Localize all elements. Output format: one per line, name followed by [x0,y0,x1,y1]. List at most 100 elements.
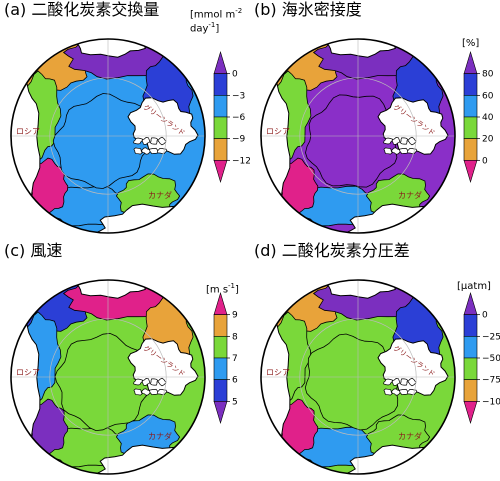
island [133,147,143,155]
map-border [260,38,456,234]
colorbar-tick-label: 0 [482,311,488,321]
colorbar-tick-label: 20 [482,135,494,145]
colorbar-segment [213,73,228,96]
colorbar-segment [213,336,228,359]
island [391,378,401,386]
island [399,378,409,386]
island [157,388,167,396]
colorbar-tick-label: 0 [232,70,238,80]
colorbar-segment [463,336,478,359]
map-border [10,279,206,475]
island [141,137,151,145]
island [140,388,152,396]
island [390,388,402,396]
colorbar-tick-label: 80 [482,70,494,80]
colorbar-tick-label: 5 [232,397,238,407]
island [157,147,167,155]
colorbar-segment [463,357,478,380]
central-basin [54,332,152,432]
central-basin [305,94,401,188]
label-russia: ロシア [16,368,40,377]
colorbar-segment [463,73,478,96]
colorbar-tick-label: 40 [482,113,494,123]
panel-b: (b) 海氷密接度 [%] ロシア カナダ グリーンランド 80 60 40 20 0 [250,0,500,240]
central-basin [304,333,402,431]
panel-a: (a) 二酸化炭素交換量 [mmol m-2 day-1] ロシア カナダ グリーン… [0,0,250,240]
island [141,378,151,386]
colorbar-segment [463,116,478,139]
island [407,147,417,155]
panel-c-unit: [m s-1] [206,282,239,296]
colorbar-segment [213,357,228,380]
colorbar-segment [213,314,228,337]
island [149,147,159,155]
ocean-field [11,39,205,233]
colorbar-tick-label: −6 [232,113,246,123]
pacific-land [321,39,405,58]
colorbar-tick-label: 8 [232,332,238,342]
colorbar-tick-label: −12 [232,156,250,166]
colorbar-segment [463,50,478,74]
pacific-land [321,280,405,299]
map-border [10,38,206,234]
island [407,388,417,396]
island [399,137,409,145]
island [157,377,167,387]
island [149,388,159,396]
colorbar-segment [213,116,228,139]
panel-c: (c) 風速 [m s-1] ロシア カナダ グリーンランド 9 8 7 6 5 [0,241,250,481]
colorbar-segment [213,138,228,161]
island [383,378,393,386]
island [133,388,143,396]
panel-a-title: (a) 二酸化炭素交換量 [4,0,160,19]
colorbar-segment [213,401,228,425]
island [149,378,159,386]
colorbar-segment [463,314,478,337]
label-russia: ロシア [266,368,290,377]
island [383,388,393,396]
colorbar-segment [213,379,228,402]
island [399,388,409,396]
colorbar-segment [213,95,228,118]
colorbar-segment [463,401,478,425]
island [390,147,402,155]
colorbar-segment [463,95,478,118]
colorbar-segment [213,291,228,315]
island [383,137,393,145]
colorbar-tick-label: 6 [232,376,238,386]
island [140,147,152,155]
island [383,147,393,155]
pacific-land [71,39,155,58]
colorbar-segment [463,160,478,184]
panel-d-unit: [μatm] [457,281,491,292]
colorbar-segment [463,138,478,161]
colorbar-tick-label: −9 [232,135,246,145]
island [133,378,143,386]
island [149,137,159,145]
panel-c-title: (c) 風速 [4,241,63,260]
island [157,136,167,146]
panel-d: (d) 二酸化炭素分圧差 [μatm] ロシア カナダ グリーンランド 0 −25 −50… [250,241,500,481]
colorbar-tick-label: −25 [482,332,500,342]
panel-b-title: (b) 海氷密接度 [254,0,362,19]
island [399,147,409,155]
label-canada: カナダ [398,431,422,441]
colorbar-tick-label: 7 [232,354,238,364]
colorbar-segment [213,160,228,184]
colorbar-segment [463,291,478,315]
label-russia: ロシア [16,127,40,136]
island [133,137,143,145]
ocean-field [11,280,205,474]
colorbar-tick-label: 9 [232,311,238,321]
colorbar-tick-label: −3 [232,91,245,101]
label-canada: カナダ [148,431,172,441]
colorbar-tick-label: −50 [482,354,500,364]
colorbar-tick-label: 0 [482,156,488,166]
colorbar-segment [213,50,228,74]
label-canada: カナダ [148,190,172,200]
panel-a-unit: [mmol m-2 day-1] [190,7,243,35]
